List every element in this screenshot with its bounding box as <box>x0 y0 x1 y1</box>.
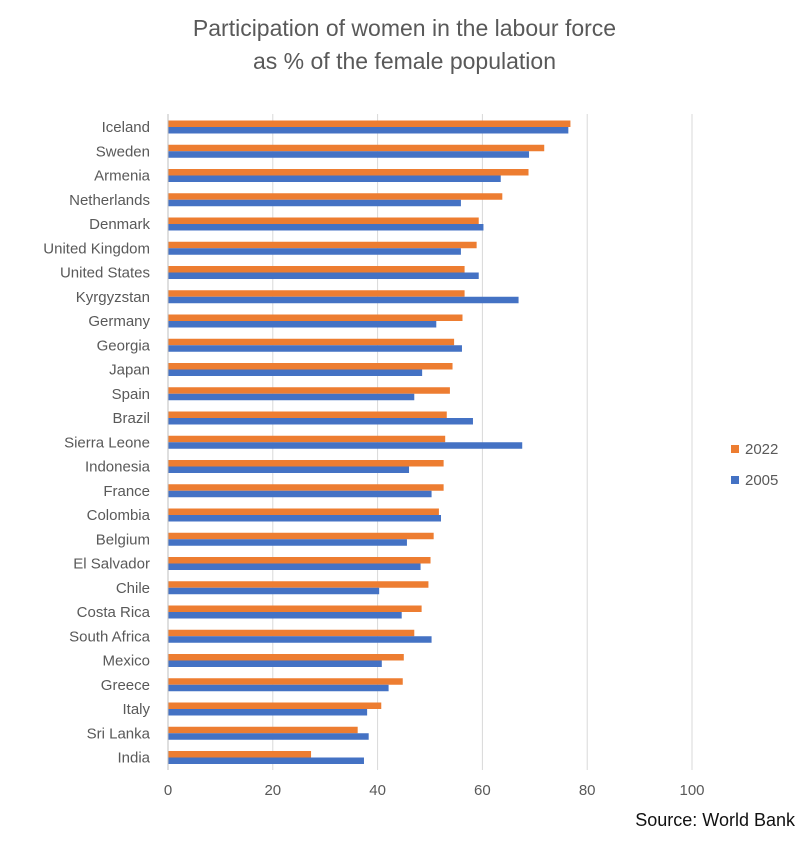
bar-2022 <box>168 120 571 127</box>
bar-2022 <box>168 726 358 734</box>
legend-swatch-2005 <box>731 476 739 484</box>
bar-2022 <box>168 411 447 418</box>
chart-title-line-1: Participation of women in the labour for… <box>192 15 617 41</box>
category-label: Armenia <box>94 168 151 185</box>
category-label: Indonesia <box>85 459 151 476</box>
bar-2022 <box>168 144 545 152</box>
category-label: Belgium <box>96 531 150 548</box>
category-label: Greece <box>101 677 150 694</box>
legend-label-2022: 2022 <box>745 441 778 458</box>
bar-2022 <box>168 702 382 709</box>
bar-2022 <box>168 654 404 661</box>
category-label: Spain <box>112 386 150 403</box>
legend-swatch-2022 <box>731 445 739 453</box>
category-label: Denmark <box>89 216 150 233</box>
category-label: Iceland <box>102 119 150 136</box>
category-label: Japan <box>109 362 150 379</box>
category-label: Sweden <box>96 143 150 160</box>
category-label: El Salvador <box>73 556 150 573</box>
bar-2022 <box>168 460 444 467</box>
bar-2005 <box>168 757 364 764</box>
x-tick-label: 100 <box>679 782 704 799</box>
category-label: Brazil <box>112 410 150 427</box>
bar-2005 <box>168 321 437 328</box>
chart-subtitle: as % of the female population <box>252 48 557 74</box>
bar-2022 <box>168 241 477 249</box>
bar-2005 <box>168 563 421 570</box>
bar-2005 <box>168 345 462 352</box>
category-label: South Africa <box>69 628 151 645</box>
bar-2005 <box>168 442 523 449</box>
category-label: United States <box>60 265 150 282</box>
bar-2022 <box>168 193 503 200</box>
bar-2022 <box>168 387 450 394</box>
x-tick-label: 20 <box>264 782 281 799</box>
bar-2005 <box>168 151 530 158</box>
bar-2005 <box>168 393 415 401</box>
category-label: India <box>117 750 150 767</box>
category-label: Mexico <box>102 653 150 670</box>
legend: 2022 2005 <box>731 441 778 489</box>
bar-2005 <box>168 199 461 207</box>
bar-2005 <box>168 733 369 740</box>
category-label: France <box>103 483 150 500</box>
source-note: Source: World Bank <box>635 810 795 830</box>
bar-2022 <box>168 290 465 297</box>
category-label: Sierra Leone <box>64 434 150 451</box>
bar-2022 <box>168 678 403 685</box>
x-tick-label: 60 <box>474 782 491 799</box>
category-label: Germany <box>88 313 150 330</box>
bar-2005 <box>168 466 410 473</box>
bar-2005 <box>168 418 473 425</box>
bar-2022 <box>168 751 312 758</box>
bar-2005 <box>168 539 407 546</box>
category-label: Chile <box>116 580 150 597</box>
bar-2022 <box>168 484 444 491</box>
x-tick-label: 0 <box>164 782 172 799</box>
x-tick-label: 80 <box>579 782 596 799</box>
bar-2022 <box>168 557 431 564</box>
bar-2022 <box>168 629 415 637</box>
category-label: Kyrgyzstan <box>76 289 150 306</box>
legend-label-2005: 2005 <box>745 472 778 489</box>
bar-2022 <box>168 605 422 612</box>
bar-2005 <box>168 272 479 279</box>
bar-2022 <box>168 314 463 321</box>
chart-title: Participation of women in the labour for… <box>0 12 809 78</box>
category-label: Colombia <box>87 507 151 524</box>
bar-2005 <box>168 612 402 619</box>
bar-2022 <box>168 338 455 346</box>
bar-2022 <box>168 217 479 224</box>
bar-2022 <box>168 363 453 370</box>
bar-2005 <box>168 175 501 182</box>
bar-2005 <box>168 296 519 304</box>
bar-2022 <box>168 581 429 588</box>
bar-2022 <box>168 532 434 540</box>
bar-2005 <box>168 515 442 522</box>
category-label: Georgia <box>97 337 151 354</box>
bar-2022 <box>168 508 439 515</box>
bar-2005 <box>168 660 382 667</box>
category-label: Netherlands <box>69 192 150 209</box>
bar-2005 <box>168 684 389 692</box>
bar-2005 <box>168 127 569 134</box>
bar-2022 <box>168 266 465 273</box>
bar-2005 <box>168 636 432 643</box>
bar-2005 <box>168 224 484 231</box>
category-label: Sri Lanka <box>87 725 151 742</box>
bar-2005 <box>168 369 423 376</box>
category-label: United Kingdom <box>43 240 150 257</box>
x-tick-label: 40 <box>369 782 386 799</box>
bar-2005 <box>168 709 368 716</box>
bar-2022 <box>168 435 446 443</box>
category-label: Costa Rica <box>77 604 151 621</box>
category-label: Italy <box>122 701 150 718</box>
bar-2005 <box>168 490 432 498</box>
bar-2022 <box>168 169 529 176</box>
bar-2005 <box>168 248 461 255</box>
bar-2005 <box>168 587 380 595</box>
